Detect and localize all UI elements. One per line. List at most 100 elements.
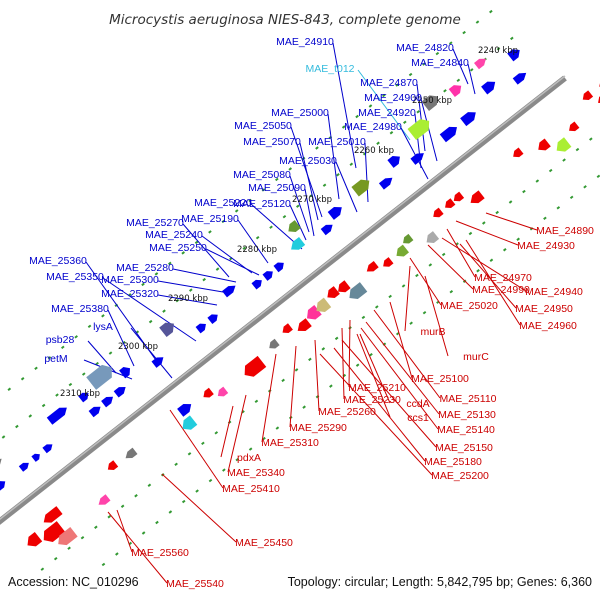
tick-mark [201,441,205,446]
gene-feature [43,521,66,542]
map-title: Microcystis aeruginosa NIES-843, complet… [109,12,461,28]
tick-mark [60,345,65,350]
tick-mark [95,361,99,366]
gene-feature [291,236,306,250]
backbone-layer [0,75,567,525]
gene-label: MAE_25030 [279,155,337,167]
genome-summary-text: Topology: circular; Length: 5,842,795 bp… [288,575,592,589]
tick-mark [174,462,178,466]
leader-line [237,219,269,264]
tick-mark [389,131,394,135]
gene-feature [88,406,101,418]
tick-mark [234,209,239,213]
gene-label: psb28 [46,334,75,346]
gene-feature [119,367,131,379]
gene-label: ccs1 [407,412,429,424]
leader-line [424,275,449,357]
leader-line [485,212,538,231]
gene-label: MAE_25020 [440,300,498,312]
gene-label: MAE_24920 [358,107,416,119]
leader-line [102,277,197,342]
tick-mark [7,387,12,391]
gene-label: MAE_25130 [438,409,496,421]
gene-feature [46,407,67,425]
gene-label: MAE_25250 [149,242,207,254]
tick-mark [443,89,447,93]
gene-label: MAE_25410 [222,483,280,495]
gene-label: MAE_25350 [46,271,104,283]
tick-mark [1,435,6,439]
gene-label: MAE_24980 [344,121,402,133]
gene-label: MAE_24960 [519,320,577,332]
tick-mark [28,414,33,418]
gene-feature [387,155,400,168]
gene-feature [383,257,394,267]
gene-feature [297,318,312,332]
gene-label: MAE_25110 [439,393,496,405]
gene-feature [31,453,40,462]
tick-mark [403,120,407,124]
gene-feature [58,527,78,546]
gene-label: MAE_25280 [116,262,174,274]
tick-mark [175,298,180,303]
tick-mark [368,104,373,108]
gene-feature [582,90,594,101]
gene-feature [351,179,370,197]
tick-mark [376,141,380,145]
leader-line [427,244,474,290]
tick-mark [87,324,92,329]
leader-line [409,257,442,306]
tick-mark [482,221,486,225]
gene-label: MAE_24990 [472,284,530,296]
leader-line [332,42,357,169]
gene-feature [396,244,410,257]
tick-mark [456,78,461,83]
gene-feature [507,49,520,62]
tick-mark [81,372,86,376]
tick-mark [120,504,125,508]
leader-line [319,353,433,476]
gene-feature [470,190,485,204]
gene-label: MAE_25540 [166,578,224,590]
tick-mark [489,258,494,262]
tick-mark [315,146,319,150]
gene-label: MAE_24840 [411,57,469,69]
tick-mark [155,520,159,525]
tick-mark [55,393,59,397]
gene-label: murC [463,351,489,363]
gene-feature [42,444,53,454]
genome-backbone-highlight [0,75,566,521]
leader-line [400,127,429,180]
tick-mark [583,185,587,189]
leader-line [161,473,237,543]
gene-label: MAE_25450 [235,537,293,549]
tick-mark [382,93,386,98]
gene-label: MAE_24900 [364,92,422,104]
tick-mark [187,452,192,456]
leader-line [341,327,345,400]
tick-mark [415,273,419,278]
leader-line [364,142,369,203]
gene-label: MAE_25000 [271,107,329,119]
leader-line [314,339,320,412]
gene-feature [0,481,6,491]
tick-mark [208,478,213,483]
tick-mark [569,195,574,200]
tick-mark [208,230,212,234]
leader-line [220,405,234,458]
gene-label: MAE_24890 [536,225,594,237]
tick-mark [543,216,547,220]
gene-feature [407,119,430,140]
tick-mark [575,147,580,152]
gene-feature [445,198,456,208]
leader-line [359,333,391,404]
gene-feature [327,286,340,299]
gene-label: MAE_25260 [318,406,376,418]
gene-feature [18,462,29,472]
gene-labels: MAE_24910 MAE_24820 MAE_24840 MAE_t012 MAE_2… [29,36,594,590]
gene-feature [288,220,301,233]
tick-mark [469,68,474,72]
gene-label: MAE_25140 [437,424,495,436]
gene-feature [327,207,342,220]
